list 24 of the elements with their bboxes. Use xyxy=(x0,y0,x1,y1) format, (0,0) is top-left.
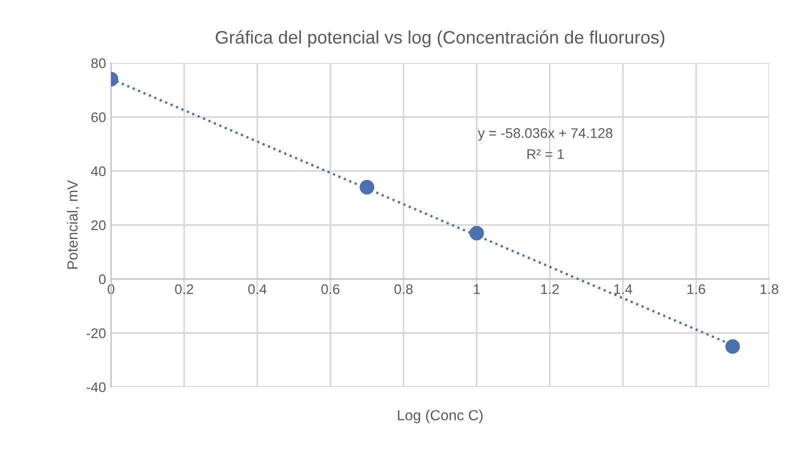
annotation: y = -58.036x + 74.128 xyxy=(478,128,612,141)
y-tick-label: 80 xyxy=(91,58,106,68)
y-tick-label: -20 xyxy=(86,328,106,338)
annotation: R² = 1 xyxy=(527,149,564,159)
chart-title: Gráfica del potencial vs log (Concentración de fluoruros) xyxy=(216,30,664,48)
x-tick-label: 0.4 xyxy=(248,284,267,294)
y-tick-label: 40 xyxy=(91,166,106,176)
x-tick-label: 0.6 xyxy=(321,284,340,294)
x-tick-label: 0.2 xyxy=(175,284,194,294)
x-axis-title: Log (Conc C) xyxy=(398,410,483,424)
y-tick-label: 60 xyxy=(91,112,106,122)
point xyxy=(469,226,484,240)
y-tick-label: 0 xyxy=(98,274,106,284)
x-tick-label: 1.2 xyxy=(541,284,559,294)
x-tick-label: 1.6 xyxy=(687,284,706,294)
x-tick-label: 1.8 xyxy=(760,284,778,294)
point xyxy=(725,339,740,354)
y-tick-label: 20 xyxy=(91,220,106,230)
x-tick-label: 1.4 xyxy=(614,284,632,294)
point xyxy=(360,180,374,194)
y-tick-label: -40 xyxy=(86,382,106,392)
x-tick-label: 0.8 xyxy=(394,284,413,294)
x-tick-label: 1 xyxy=(474,284,480,294)
y-axis-title: Potencial, mV xyxy=(66,180,80,269)
